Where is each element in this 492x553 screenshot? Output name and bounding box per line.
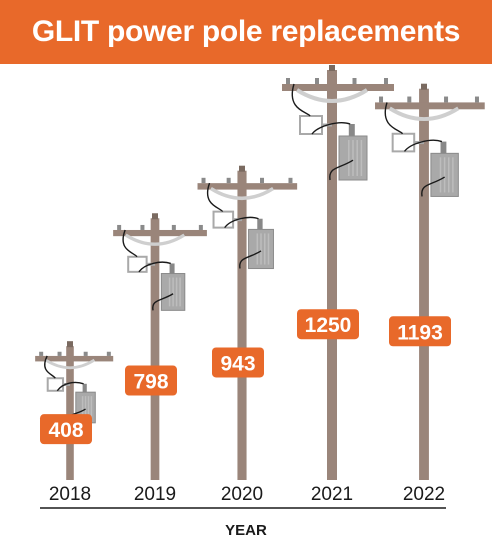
insulator xyxy=(474,96,479,103)
insulator xyxy=(407,96,412,103)
fuse-cutout xyxy=(391,132,416,153)
brace xyxy=(388,106,460,121)
value-label-text: 798 xyxy=(133,371,168,394)
bushing xyxy=(348,124,355,136)
brace xyxy=(124,233,186,246)
wire-primary xyxy=(384,102,404,135)
value-label-text: 408 xyxy=(48,419,83,442)
insulator xyxy=(226,177,231,184)
wire-secondary xyxy=(329,159,354,181)
value-label-2021: 1250 xyxy=(297,309,359,340)
fuse-cutout xyxy=(127,255,148,273)
brace xyxy=(209,186,275,200)
insulator xyxy=(171,224,176,230)
x-tick-label: 2020 xyxy=(221,484,263,505)
wire-primary xyxy=(207,182,224,213)
chart-title: GLIT power pole replacements xyxy=(31,15,461,48)
value-label-bg xyxy=(125,365,177,396)
crossarm xyxy=(197,183,298,190)
crossarm xyxy=(282,84,394,91)
wire-drop xyxy=(224,216,259,229)
pole-shaft xyxy=(327,70,337,480)
value-label-text: 943 xyxy=(220,352,255,375)
wire-drop xyxy=(403,139,443,152)
crossarm xyxy=(375,102,485,110)
insulator xyxy=(198,224,203,230)
wire-primary xyxy=(122,229,138,258)
x-tick-label: 2018 xyxy=(49,484,91,505)
insulator xyxy=(384,78,388,84)
insulator xyxy=(39,351,44,356)
pole-shaft xyxy=(150,218,160,481)
pole-shaft xyxy=(66,346,74,480)
pole-cap xyxy=(421,83,427,90)
bushing xyxy=(82,383,87,393)
value-label-text: 1250 xyxy=(305,314,352,337)
pole-shaft xyxy=(237,170,247,481)
insulator xyxy=(140,224,145,230)
insulator xyxy=(201,177,206,184)
pole-cap xyxy=(67,341,73,348)
pole-shaft xyxy=(419,88,429,481)
insulator xyxy=(57,351,62,356)
insulator xyxy=(379,96,384,103)
bushing xyxy=(257,218,263,230)
crossarm xyxy=(35,355,114,362)
wire-drop xyxy=(56,381,84,392)
pole-2021 xyxy=(282,65,394,480)
pole-cap xyxy=(239,165,245,172)
fuse-cutout xyxy=(299,115,323,135)
insulator xyxy=(315,78,319,84)
insulator xyxy=(286,78,290,84)
insulator xyxy=(352,78,357,84)
value-label-2022: 1193 xyxy=(389,316,451,347)
value-label-bg xyxy=(389,316,451,347)
pole-2019 xyxy=(113,213,207,481)
x-tick-label: 2022 xyxy=(403,484,445,505)
brace xyxy=(295,88,369,103)
pole-cap xyxy=(152,213,158,220)
x-axis-title: YEAR xyxy=(225,522,267,539)
wire-primary xyxy=(44,355,56,379)
wire-drop xyxy=(138,261,171,273)
value-label-bg xyxy=(212,347,264,378)
insulator xyxy=(83,351,88,356)
value-label-text: 1193 xyxy=(397,321,443,344)
x-tick-labels: 2018 2019 2020 2021 2022 xyxy=(49,484,445,505)
wire-secondary xyxy=(421,176,446,197)
value-label-2019: 798 xyxy=(125,365,177,396)
fuse-cutout xyxy=(46,377,65,392)
pole-2022 xyxy=(375,83,485,481)
wire-drop xyxy=(311,122,351,135)
x-tick-label: 2021 xyxy=(311,484,353,505)
value-label-2020: 943 xyxy=(212,347,264,378)
value-label-bg xyxy=(297,309,359,340)
pole-2018 xyxy=(35,341,114,480)
insulator xyxy=(444,96,449,103)
value-label-bg xyxy=(40,414,92,445)
insulator xyxy=(288,177,293,184)
poles-layer xyxy=(35,65,485,481)
value-label-2018: 408 xyxy=(40,414,92,445)
insulator xyxy=(106,351,111,356)
pole-cap xyxy=(329,65,335,71)
insulator xyxy=(260,177,265,184)
insulator xyxy=(117,224,122,230)
bushing xyxy=(169,263,175,274)
wire-primary xyxy=(291,83,311,117)
bushing xyxy=(440,141,447,154)
wire-secondary xyxy=(239,250,262,269)
labels-layer: 408 798 943 1250 1193 xyxy=(40,309,451,445)
brace xyxy=(44,358,96,370)
crossarm xyxy=(113,229,207,237)
pole-2020 xyxy=(197,165,298,481)
x-tick-label: 2019 xyxy=(134,484,176,505)
fuse-cutout xyxy=(212,210,235,229)
wire-secondary xyxy=(152,293,174,311)
title-bar: GLIT power pole replacements xyxy=(0,0,492,64)
